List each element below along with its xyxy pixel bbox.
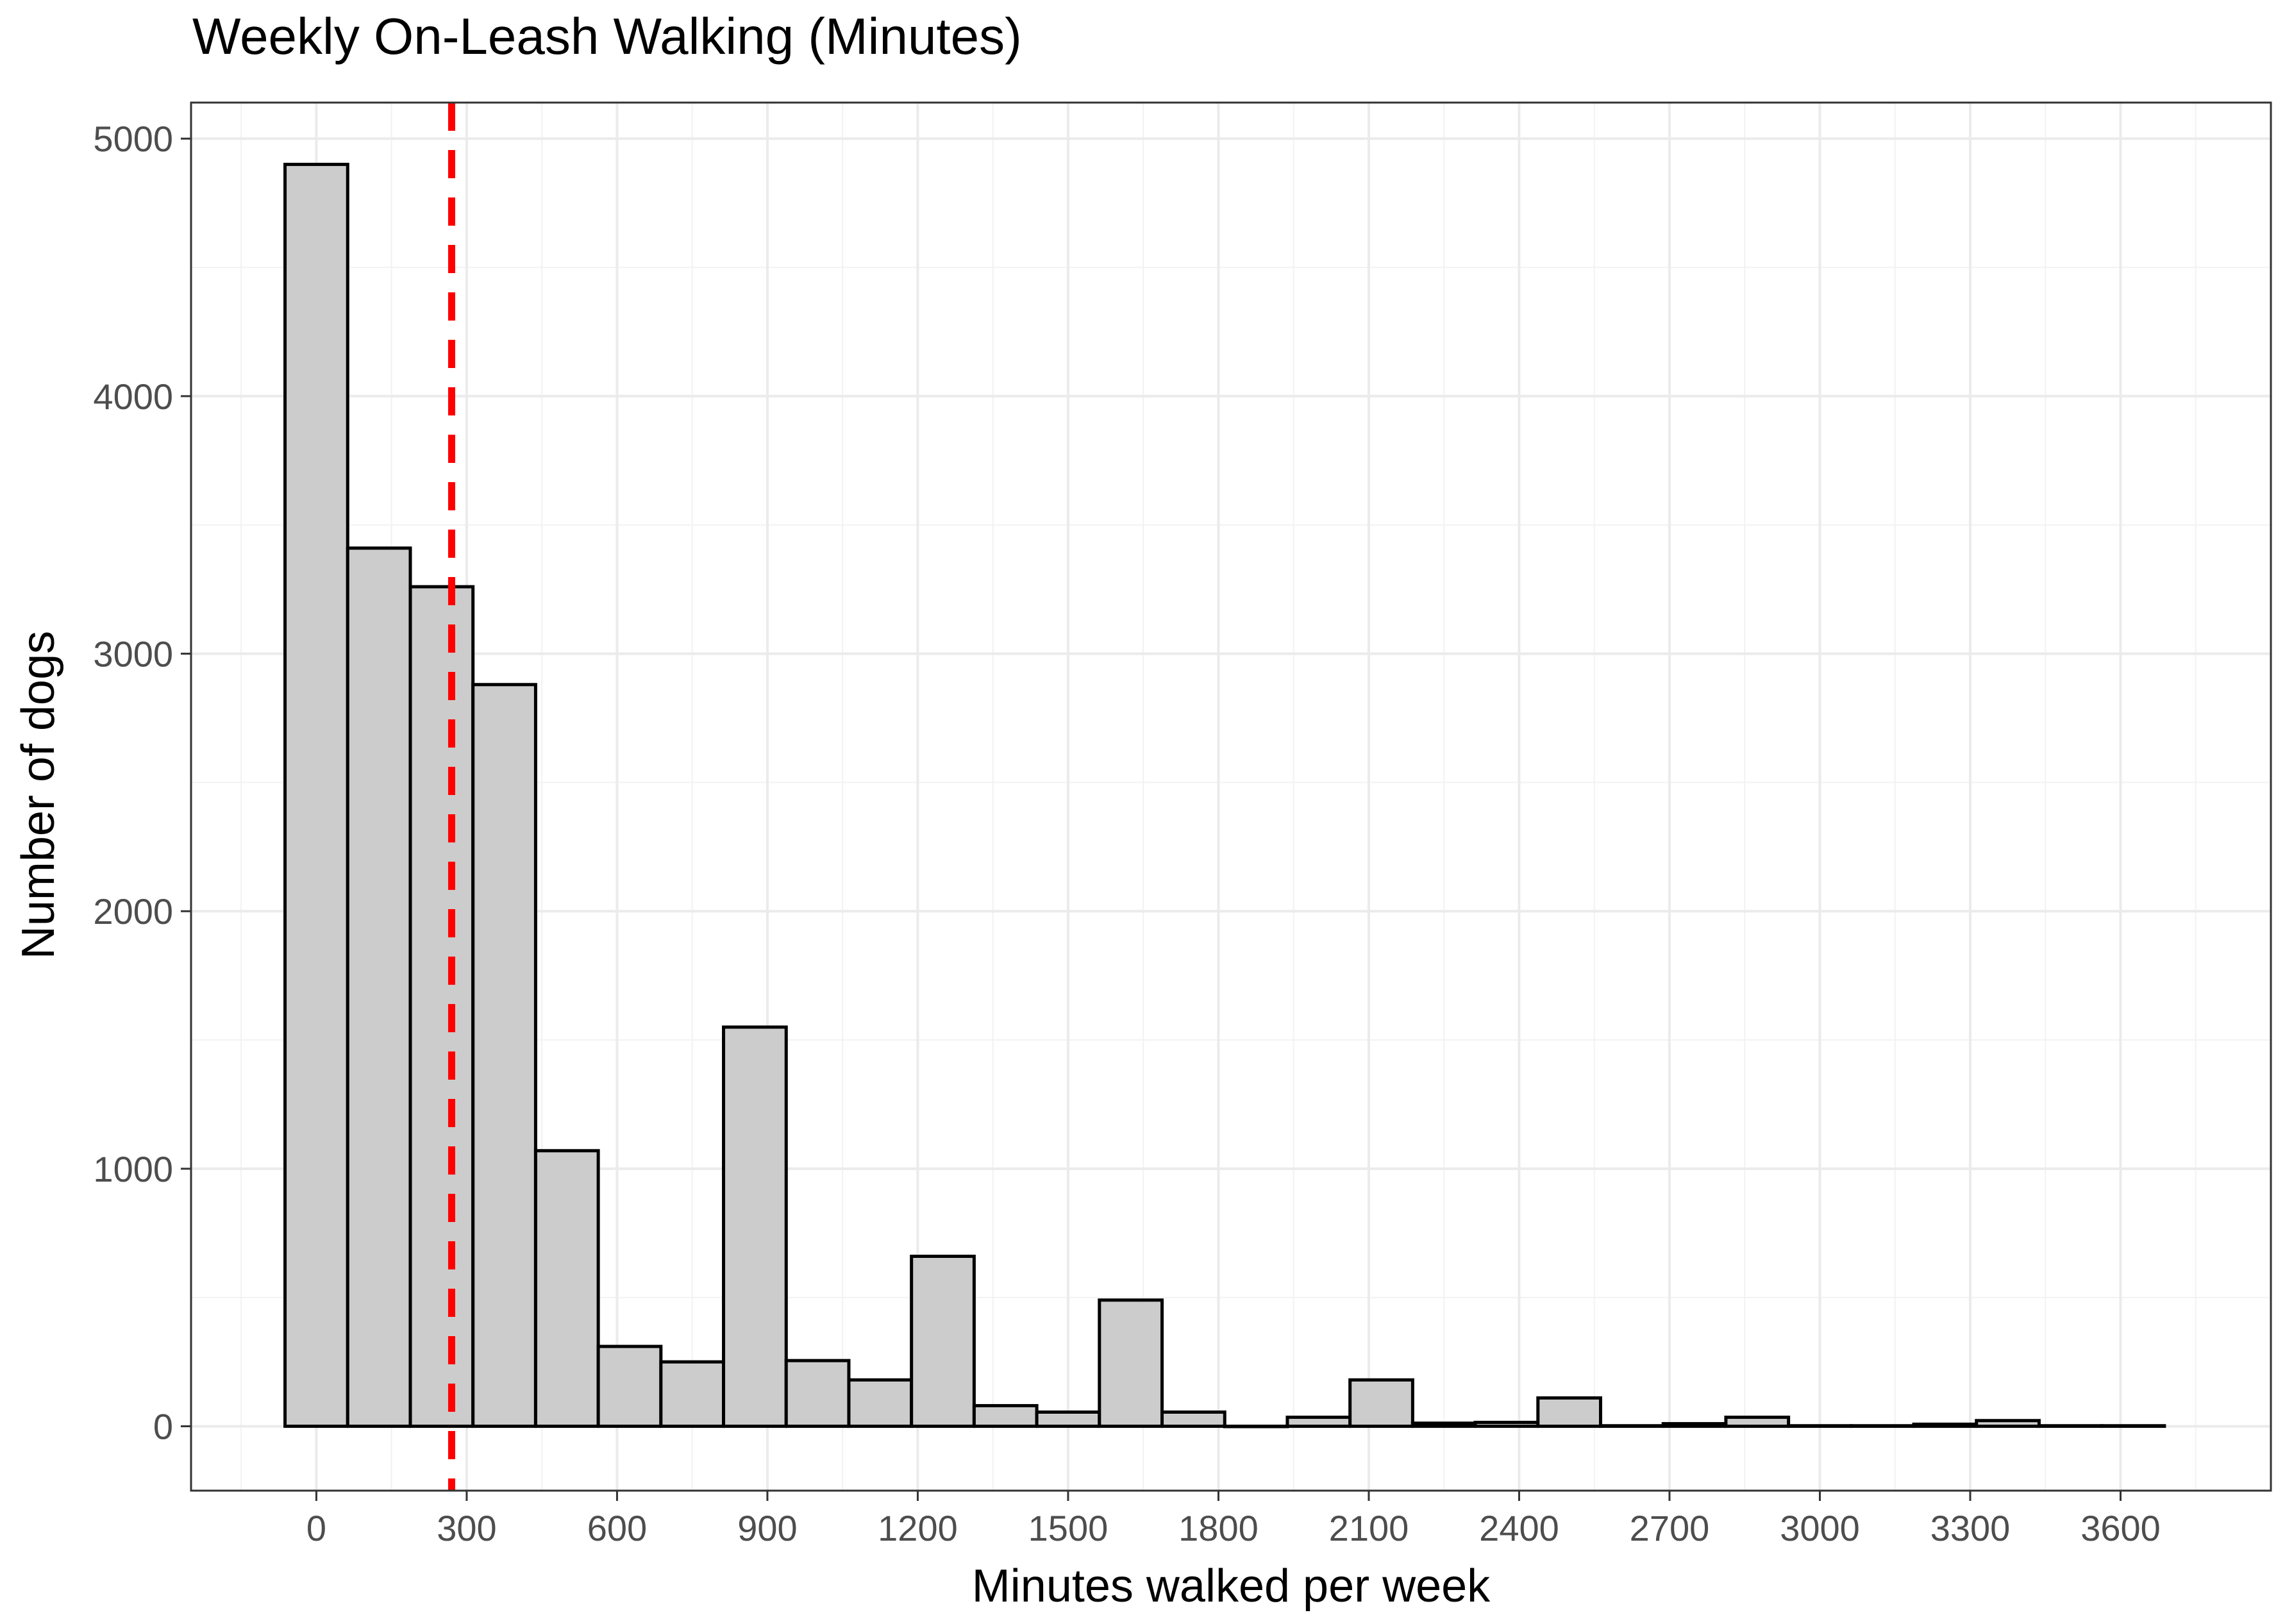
histogram-bar xyxy=(972,1403,1039,1428)
x-tick-label: 3000 xyxy=(1780,1508,1860,1548)
histogram-bar xyxy=(596,1344,663,1428)
x-tick-label: 1800 xyxy=(1178,1508,1259,1548)
chart-title: Weekly On-Leash Walking (Minutes) xyxy=(192,8,1022,65)
x-tick-label: 0 xyxy=(306,1508,326,1548)
histogram-bar xyxy=(1849,1424,1916,1428)
y-tick-label: 4000 xyxy=(93,376,173,417)
y-tick-label: 1000 xyxy=(93,1149,173,1189)
histogram-bar xyxy=(1661,1422,1728,1428)
histogram-bar xyxy=(2037,1424,2104,1428)
histogram-bar xyxy=(910,1254,976,1428)
histogram-bar xyxy=(533,1149,600,1428)
histogram-bar xyxy=(1473,1421,1540,1428)
histogram-bar xyxy=(1285,1416,1352,1428)
histogram-bar xyxy=(659,1360,726,1428)
x-tick-label: 2100 xyxy=(1329,1508,1409,1548)
panel-border xyxy=(190,101,2272,1492)
histogram-bar xyxy=(1035,1410,1101,1428)
x-tick-label: 2400 xyxy=(1479,1508,1559,1548)
y-axis-title: Number of dogs xyxy=(13,631,64,959)
y-tick-label: 3000 xyxy=(93,634,173,674)
x-tick-label: 3300 xyxy=(1930,1508,2011,1548)
plot-area: 0 300 600 900 1200 1500 1800 2100 2400 2700 3000 33… xyxy=(93,101,2272,1548)
histogram-bar xyxy=(1160,1410,1226,1428)
x-tick-label: 1500 xyxy=(1028,1508,1109,1548)
histogram-bar xyxy=(784,1359,851,1428)
x-tick-label: 900 xyxy=(737,1508,797,1548)
histogram-bar xyxy=(1975,1419,2041,1428)
x-tick-label: 3600 xyxy=(2080,1508,2161,1548)
histogram-bar xyxy=(408,585,475,1428)
y-tick-label: 2000 xyxy=(93,891,173,932)
histogram-bar xyxy=(1598,1424,1665,1428)
histogram-bar xyxy=(1348,1378,1414,1428)
x-axis-title: Minutes walked per week xyxy=(972,1561,1491,1612)
x-tick-label: 2700 xyxy=(1630,1508,1710,1548)
histogram-bar xyxy=(1912,1422,1979,1428)
y-tick-label: 0 xyxy=(153,1407,173,1447)
histogram-bar xyxy=(346,546,412,1428)
histogram-bar xyxy=(722,1025,788,1428)
histogram-bar xyxy=(471,683,537,1428)
x-tick-label: 300 xyxy=(437,1508,496,1548)
histogram-bar xyxy=(1410,1421,1477,1428)
y-tick-label: 5000 xyxy=(93,119,173,159)
histogram-bar xyxy=(847,1378,914,1428)
histogram-bar xyxy=(1098,1298,1164,1428)
histogram-bar xyxy=(1724,1416,1791,1428)
histogram-bar xyxy=(1536,1396,1602,1428)
x-tick-label: 600 xyxy=(587,1508,647,1548)
x-tick-label: 1200 xyxy=(878,1508,958,1548)
histogram-bar xyxy=(283,162,349,1428)
histogram-bar xyxy=(1787,1424,1853,1428)
histogram-bar xyxy=(2100,1424,2166,1428)
